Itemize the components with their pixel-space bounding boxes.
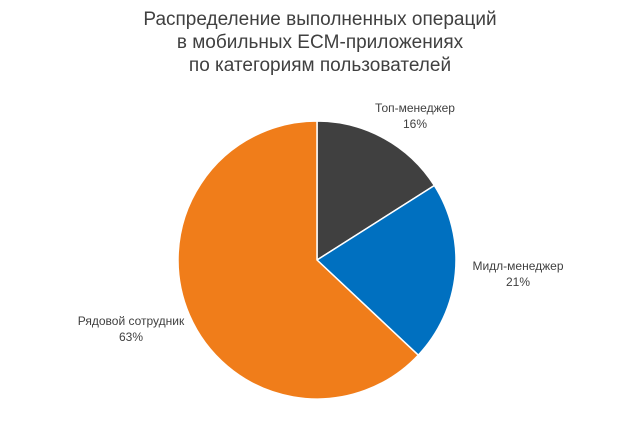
slice-label-middle-manager: Мидл-менеджер 21% — [458, 258, 578, 290]
pie-slice-middle-manager — [316, 184, 457, 356]
slice-label-name: Мидл-менеджер — [472, 259, 564, 273]
chart-title-line-1: Распределение выполненных операций — [143, 9, 497, 30]
slice-label-value: 63% — [118, 330, 144, 344]
slice-label-name: Рядовой сотрудник — [77, 314, 185, 328]
slice-label-name: Топ-менеджер — [375, 101, 455, 115]
pie-slice-top-manager — [316, 120, 436, 261]
chart-title: Распределение выполненных операций в моб… — [0, 8, 640, 77]
slice-label-regular-employee: Рядовой сотрудник 63% — [66, 313, 196, 345]
slice-label-top-manager: Топ-менеджер 16% — [360, 100, 470, 132]
slice-label-value: 21% — [505, 275, 531, 289]
chart-title-line-2: в мобильных ECM-приложениях — [176, 32, 464, 53]
pie-slice-regular-employee — [177, 120, 420, 400]
slice-label-value: 16% — [402, 117, 428, 131]
chart-title-line-3: по категориям пользователей — [188, 55, 452, 76]
